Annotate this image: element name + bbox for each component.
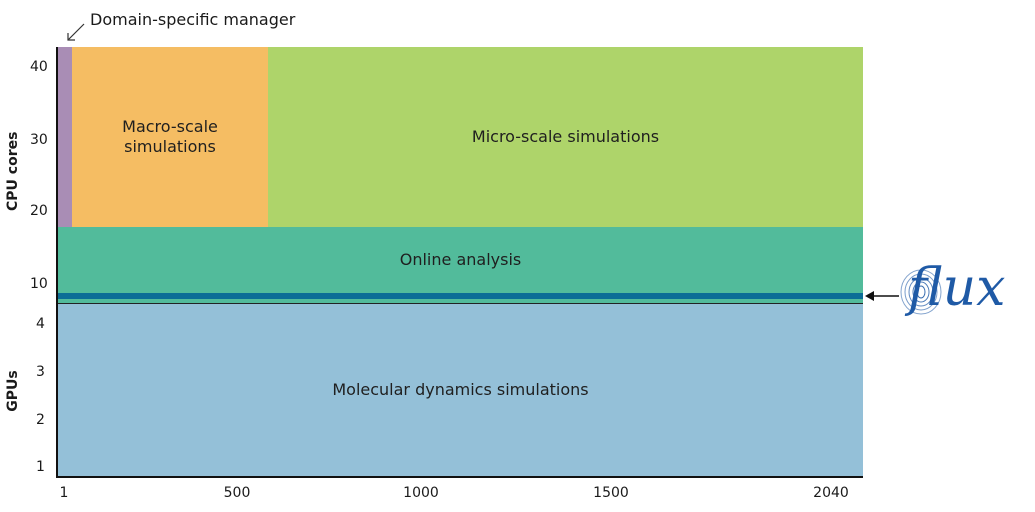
flux-band xyxy=(58,293,863,299)
y-tick-label: 1 xyxy=(36,459,45,475)
y-tick-label: 3 xyxy=(36,364,45,380)
micro-scale-label: Micro-scale simulations xyxy=(471,127,660,146)
y-tick-label: 10 xyxy=(30,276,48,292)
domain-manager-region xyxy=(58,47,72,227)
cpu-gpu-divider xyxy=(58,303,863,304)
flux-logo-text: flux xyxy=(908,258,1006,318)
y-axis-title-gpu: GPUs xyxy=(5,370,21,412)
x-tick-label: 1 xyxy=(59,485,69,501)
online-analysis-strip xyxy=(58,299,863,303)
molecular-dynamics-label: Molecular dynamics simulations xyxy=(332,380,589,399)
y-tick-label: 4 xyxy=(36,316,45,332)
x-tick-label: 1000 xyxy=(403,485,439,501)
molecular-dynamics-region: Molecular dynamics simulations xyxy=(58,304,863,476)
online-analysis-region: Online analysis xyxy=(58,227,863,293)
x-tick-label: 2040 xyxy=(813,485,849,501)
y-axis-line xyxy=(56,47,58,478)
macro-scale-label-line2: simulations xyxy=(124,137,216,156)
x-tick-label: 500 xyxy=(223,485,251,501)
y-tick-label: 20 xyxy=(30,203,48,219)
domain-manager-label: Domain-specific manager xyxy=(90,10,296,29)
macro-scale-region: Macro-scale simulations xyxy=(72,47,268,227)
macro-scale-label-line1: Macro-scale xyxy=(122,117,218,136)
y-tick-label: 30 xyxy=(30,132,48,148)
x-tick-label: 1500 xyxy=(593,485,629,501)
y-axis-title-cpu: CPU cores xyxy=(5,131,21,211)
annotation-arrow-icon xyxy=(67,23,85,41)
flux-pointer-arrow-icon xyxy=(865,291,899,301)
online-analysis-label: Online analysis xyxy=(399,250,522,269)
x-axis-line xyxy=(56,476,863,478)
y-tick-label: 2 xyxy=(36,412,45,428)
flux-swirl-logo-icon xyxy=(900,269,942,315)
micro-scale-region: Micro-scale simulations xyxy=(268,47,863,227)
y-tick-label: 40 xyxy=(30,59,48,75)
